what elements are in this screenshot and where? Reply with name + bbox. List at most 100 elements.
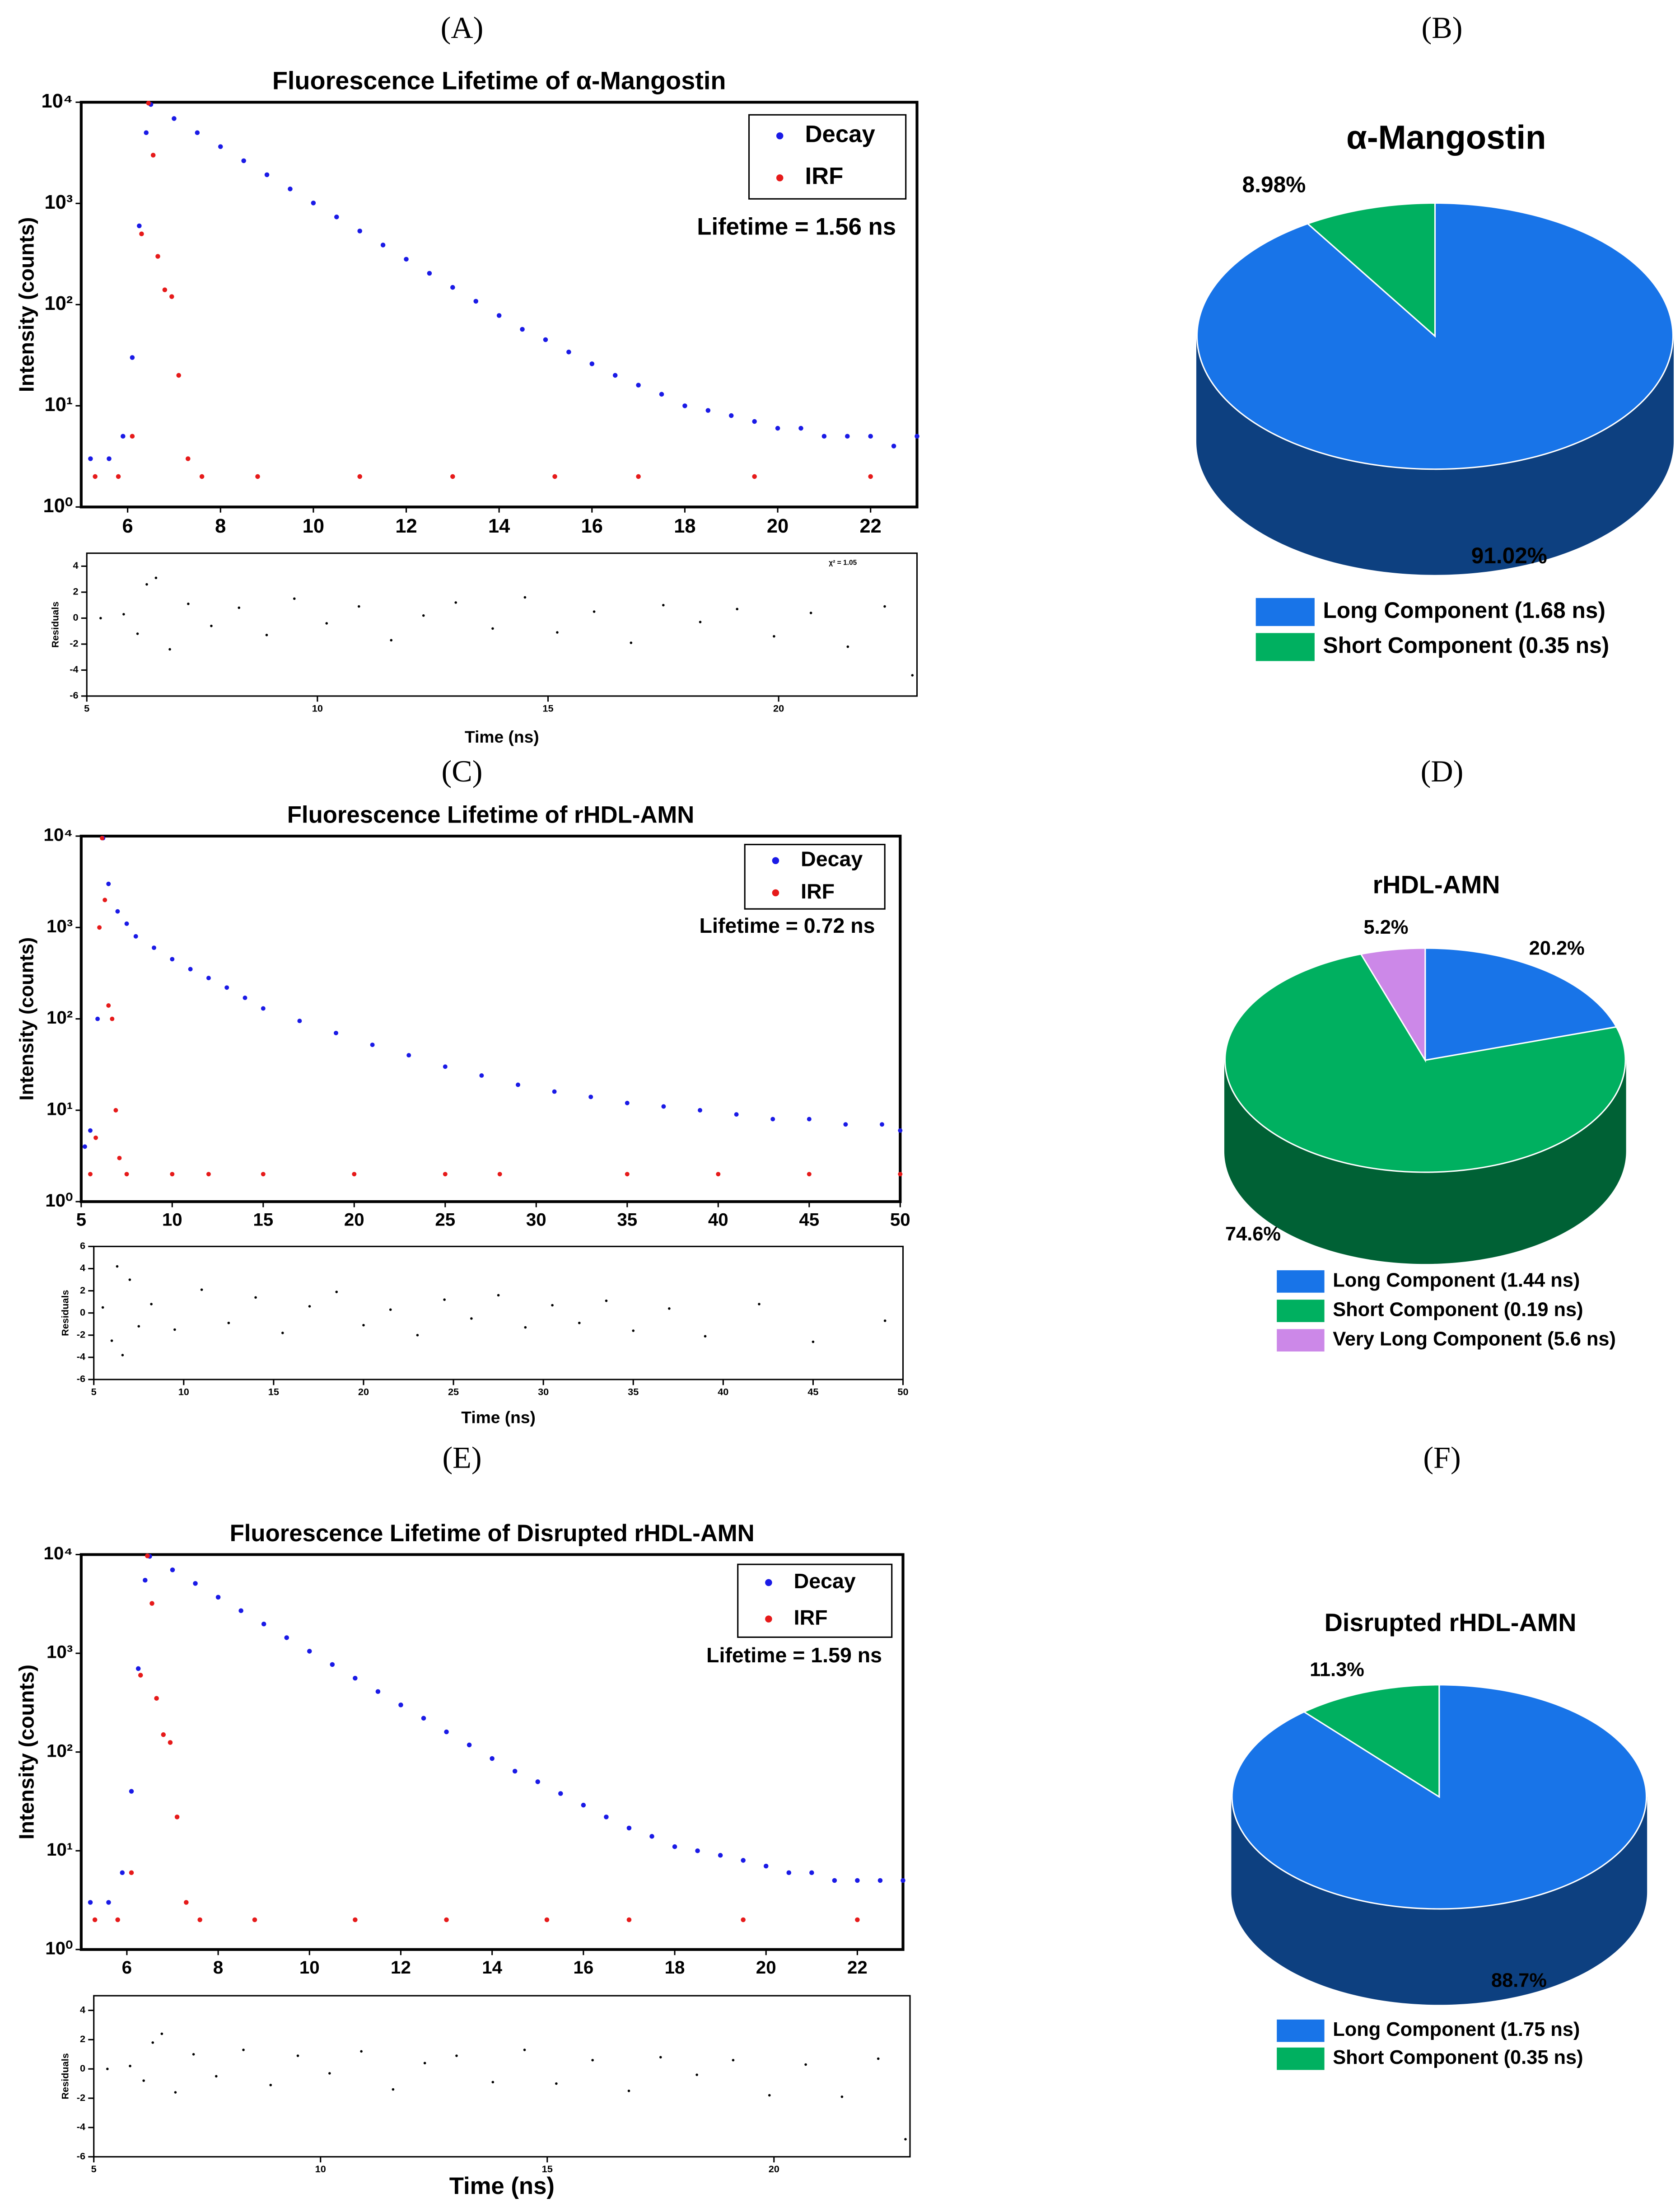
legend-marker — [776, 132, 784, 140]
slice-label: 20.2% — [1529, 938, 1585, 959]
x-tick-label: 35 — [628, 1386, 639, 1397]
y-tick-label: 10² — [47, 1007, 73, 1028]
panel-label: (E) — [442, 1440, 481, 1474]
y-tick-label: 10¹ — [44, 394, 73, 416]
data-point — [496, 313, 502, 318]
data-point — [467, 1742, 472, 1748]
data-point — [809, 1870, 814, 1876]
x-tick-label: 6 — [122, 515, 133, 537]
y-tick-label: 0 — [73, 612, 79, 623]
data-point — [581, 1802, 586, 1808]
data-point — [443, 1064, 448, 1069]
data-point — [741, 1858, 746, 1863]
x-tick-label: 20 — [756, 1957, 776, 1978]
data-point — [625, 1100, 630, 1105]
data-point — [659, 2056, 662, 2059]
data-point — [566, 350, 571, 355]
data-point — [626, 1917, 632, 1922]
data-point — [261, 1172, 266, 1177]
data-point — [911, 674, 914, 677]
data-point — [110, 1339, 113, 1342]
legend-marker — [772, 889, 779, 897]
data-point — [170, 1567, 175, 1572]
data-point — [328, 2072, 331, 2075]
data-point — [705, 408, 711, 413]
data-point — [265, 634, 268, 636]
data-point — [360, 2050, 363, 2053]
data-point — [137, 223, 142, 229]
legend-marker — [765, 1579, 772, 1586]
data-point — [732, 2058, 735, 2062]
data-point — [523, 596, 527, 599]
legend-label: Decay — [794, 1569, 856, 1593]
data-point — [352, 1172, 357, 1177]
data-point — [88, 1900, 93, 1905]
data-point — [380, 243, 386, 248]
y-axis-label: Intensity (counts) — [14, 1665, 38, 1840]
data-point — [93, 1135, 98, 1140]
slice-label: 88.7% — [1491, 1970, 1547, 1992]
data-point — [227, 1321, 230, 1324]
data-point — [261, 1621, 266, 1627]
data-point — [116, 1265, 119, 1268]
data-point — [311, 201, 316, 206]
data-point — [184, 1900, 189, 1905]
legend-label: IRF — [794, 1605, 828, 1629]
pie-slice — [1224, 953, 1626, 1173]
data-point — [807, 1117, 812, 1122]
data-point — [455, 2054, 458, 2057]
data-point — [636, 474, 641, 479]
data-point — [915, 434, 919, 439]
data-point — [357, 229, 362, 234]
slice-label: 5.2% — [1364, 917, 1409, 938]
data-point — [491, 627, 494, 630]
y-tick-label: 10³ — [47, 916, 73, 936]
legend-label: Long Component (1.44 ns) — [1333, 1269, 1580, 1291]
y-tick-label: 0 — [80, 1306, 85, 1318]
data-point — [174, 2091, 177, 2094]
data-point — [136, 632, 139, 635]
data-point — [704, 1335, 707, 1338]
data-point — [752, 419, 757, 424]
data-point — [898, 1128, 903, 1133]
data-point — [421, 1716, 426, 1721]
data-point — [325, 622, 328, 625]
data-point — [524, 1326, 527, 1329]
x-tick-label: 10 — [299, 1957, 320, 1978]
panel-label: (A) — [441, 10, 484, 45]
x-tick-label: 15 — [542, 702, 553, 714]
data-point — [106, 1900, 111, 1905]
y-tick-label: 2 — [80, 1284, 85, 1296]
data-point — [404, 257, 409, 262]
data-point — [845, 434, 850, 439]
data-point — [807, 1172, 812, 1177]
data-point — [832, 1878, 837, 1883]
data-point — [768, 2094, 771, 2097]
annotation: Lifetime = 0.72 ns — [700, 914, 875, 937]
data-point — [88, 456, 93, 461]
legend-box — [744, 844, 886, 910]
data-point — [106, 2067, 109, 2070]
data-point — [128, 1278, 131, 1281]
data-point — [88, 1172, 93, 1177]
data-point — [626, 1825, 632, 1831]
y-tick-label: -6 — [77, 1373, 85, 1384]
chart-title: Fluorescence Lifetime of α-Mangostin — [272, 66, 726, 95]
x-tick-label: 14 — [482, 1957, 502, 1978]
data-point — [450, 474, 455, 479]
data-point — [880, 1122, 884, 1127]
data-point — [334, 215, 339, 220]
data-point — [821, 434, 827, 439]
data-point — [146, 101, 151, 106]
data-point — [243, 995, 247, 1000]
data-point — [672, 1844, 677, 1849]
data-point — [170, 1172, 175, 1177]
data-point — [199, 474, 205, 479]
pie-slice — [1306, 202, 1436, 338]
data-point — [150, 1303, 153, 1305]
data-point — [206, 1172, 211, 1177]
data-point — [238, 606, 241, 609]
pie-slice — [1424, 947, 1618, 1061]
data-point — [636, 383, 641, 388]
data-point — [389, 1308, 392, 1311]
